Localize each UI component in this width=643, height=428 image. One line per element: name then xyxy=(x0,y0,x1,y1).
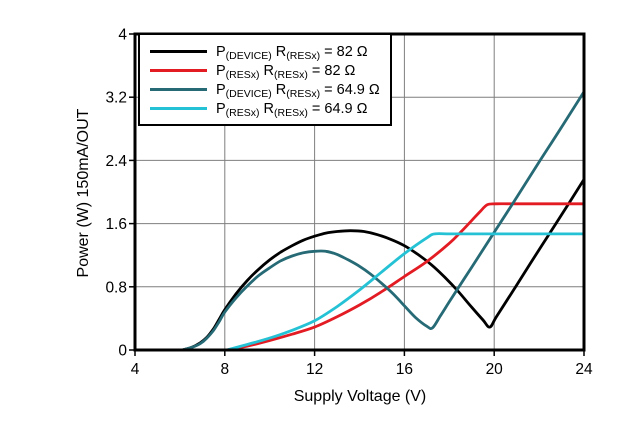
series-line-1 xyxy=(226,202,584,351)
legend-swatch-3 xyxy=(150,107,207,110)
legend-row-2: P(DEVICE) R(RESx) = 64.9 Ω xyxy=(150,80,390,100)
x-tick-label: 4 xyxy=(131,361,140,378)
x-tick-label: 16 xyxy=(396,361,413,378)
legend: P(DEVICE) R(RESx) = 82 Ω P(RESx) R(RESx) … xyxy=(138,33,392,126)
legend-label-2: P(DEVICE) R(RESx) = 64.9 Ω xyxy=(216,81,380,100)
legend-label-3: P(RESx) R(RESx) = 64.9 Ω xyxy=(216,100,368,119)
y-axis-title: Power (W) 150mA/OUT xyxy=(75,108,92,278)
legend-swatch-0 xyxy=(150,50,207,53)
y-tick-label: 4 xyxy=(118,27,127,44)
x-tick-label: 12 xyxy=(306,361,323,378)
y-tick-label: 3.2 xyxy=(105,90,127,107)
legend-swatch-2 xyxy=(150,88,207,91)
x-tick-label: 20 xyxy=(486,361,504,378)
y-tick-label: 1.6 xyxy=(105,216,127,233)
x-axis-title: Supply Voltage (V) xyxy=(293,388,427,405)
x-tick-label: 24 xyxy=(575,361,593,378)
legend-row-1: P(RESx) R(RESx) = 82 Ω xyxy=(150,61,390,81)
series-line-2 xyxy=(181,90,584,351)
y-tick-label: 0.8 xyxy=(105,279,127,296)
legend-label-1: P(RESx) R(RESx) = 82 Ω xyxy=(216,62,356,81)
x-tick-label: 8 xyxy=(220,361,229,378)
series-line-3 xyxy=(226,232,584,351)
legend-label-0: P(DEVICE) R(RESx) = 82 Ω xyxy=(216,43,368,62)
legend-row-3: P(RESx) R(RESx) = 64.9 Ω xyxy=(150,99,390,119)
y-tick-label: 2.4 xyxy=(105,153,127,170)
legend-swatch-1 xyxy=(150,69,207,72)
y-tick-label: 0 xyxy=(118,343,127,360)
legend-row-0: P(DEVICE) R(RESx) = 82 Ω xyxy=(150,42,390,62)
